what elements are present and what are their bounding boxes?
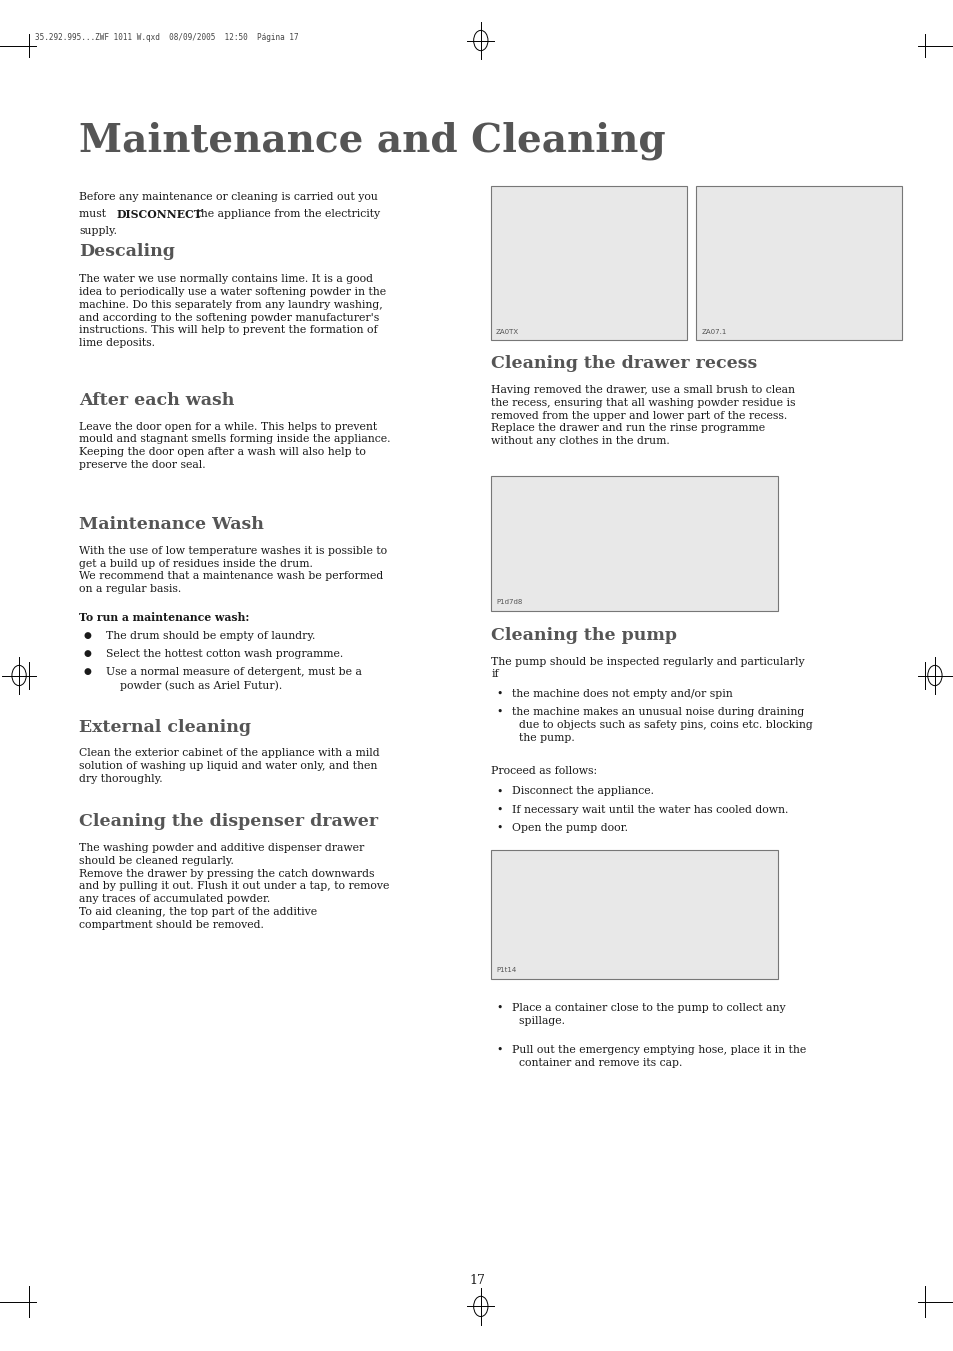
Text: the machine makes an unusual noise during draining
  due to objects such as safe: the machine makes an unusual noise durin…	[512, 708, 812, 743]
Text: Disconnect the appliance.: Disconnect the appliance.	[512, 786, 654, 796]
Text: Maintenance Wash: Maintenance Wash	[79, 516, 264, 534]
Text: ●: ●	[84, 667, 91, 677]
Text: If necessary wait until the water has cooled down.: If necessary wait until the water has co…	[512, 805, 788, 815]
Text: Proceed as follows:: Proceed as follows:	[491, 766, 597, 775]
Text: Having removed the drawer, use a small brush to clean
the recess, ensuring that : Having removed the drawer, use a small b…	[491, 385, 795, 446]
Text: Pull out the emergency emptying hose, place it in the
  container and remove its: Pull out the emergency emptying hose, pl…	[512, 1046, 805, 1067]
Text: ●: ●	[84, 631, 91, 640]
Text: Select the hottest cotton wash programme.: Select the hottest cotton wash programme…	[106, 648, 343, 659]
Text: •: •	[496, 689, 502, 698]
Text: supply.: supply.	[79, 226, 117, 235]
Text: DISCONNECT: DISCONNECT	[116, 208, 202, 220]
Text: The drum should be empty of laundry.: The drum should be empty of laundry.	[106, 631, 314, 640]
Text: Cleaning the drawer recess: Cleaning the drawer recess	[491, 355, 757, 373]
Text: Use a normal measure of detergent, must be a
    powder (such as Ariel Futur).: Use a normal measure of detergent, must …	[106, 667, 361, 690]
Text: Descaling: Descaling	[79, 243, 174, 261]
Text: Maintenance and Cleaning: Maintenance and Cleaning	[79, 122, 665, 159]
Text: To run a maintenance wash:: To run a maintenance wash:	[79, 612, 250, 623]
Text: •: •	[496, 1002, 502, 1013]
Text: •: •	[496, 786, 502, 796]
Text: ZA07.1: ZA07.1	[700, 330, 726, 335]
FancyBboxPatch shape	[491, 476, 777, 611]
Text: the machine does not empty and/or spin: the machine does not empty and/or spin	[512, 689, 732, 698]
Text: 35.292.995...ZWF 1011 W.qxd  08/09/2005  12:50  Página 17: 35.292.995...ZWF 1011 W.qxd 08/09/2005 1…	[35, 34, 298, 42]
Text: Leave the door open for a while. This helps to prevent
mould and stagnant smells: Leave the door open for a while. This he…	[79, 422, 391, 470]
Text: Place a container close to the pump to collect any
  spillage.: Place a container close to the pump to c…	[512, 1002, 785, 1025]
Text: The pump should be inspected regularly and particularly
if: The pump should be inspected regularly a…	[491, 657, 804, 680]
Text: The water we use normally contains lime. It is a good
idea to periodically use a: The water we use normally contains lime.…	[79, 274, 386, 349]
Text: ●: ●	[84, 648, 91, 658]
Text: With the use of low temperature washes it is possible to
get a build up of resid: With the use of low temperature washes i…	[79, 546, 387, 594]
Text: Cleaning the dispenser drawer: Cleaning the dispenser drawer	[79, 813, 378, 831]
Text: External cleaning: External cleaning	[79, 719, 251, 736]
Text: Clean the exterior cabinet of the appliance with a mild
solution of washing up l: Clean the exterior cabinet of the applia…	[79, 748, 379, 784]
Text: must: must	[79, 208, 110, 219]
Text: The washing powder and additive dispenser drawer
should be cleaned regularly.
Re: The washing powder and additive dispense…	[79, 843, 389, 929]
Text: •: •	[496, 823, 502, 832]
Text: •: •	[496, 1046, 502, 1055]
Text: Before any maintenance or cleaning is carried out you: Before any maintenance or cleaning is ca…	[79, 192, 377, 201]
Text: Open the pump door.: Open the pump door.	[512, 823, 628, 832]
FancyBboxPatch shape	[491, 186, 686, 340]
Text: P1t14: P1t14	[496, 967, 516, 973]
Text: •: •	[496, 805, 502, 815]
Text: the appliance from the electricity: the appliance from the electricity	[193, 208, 379, 219]
FancyBboxPatch shape	[696, 186, 901, 340]
FancyBboxPatch shape	[491, 851, 777, 978]
Text: ZA0TX: ZA0TX	[496, 330, 518, 335]
Text: Cleaning the pump: Cleaning the pump	[491, 627, 677, 644]
Text: •: •	[496, 708, 502, 717]
Text: P1d7d8: P1d7d8	[496, 600, 522, 605]
Text: 17: 17	[469, 1274, 484, 1288]
Text: After each wash: After each wash	[79, 392, 234, 409]
